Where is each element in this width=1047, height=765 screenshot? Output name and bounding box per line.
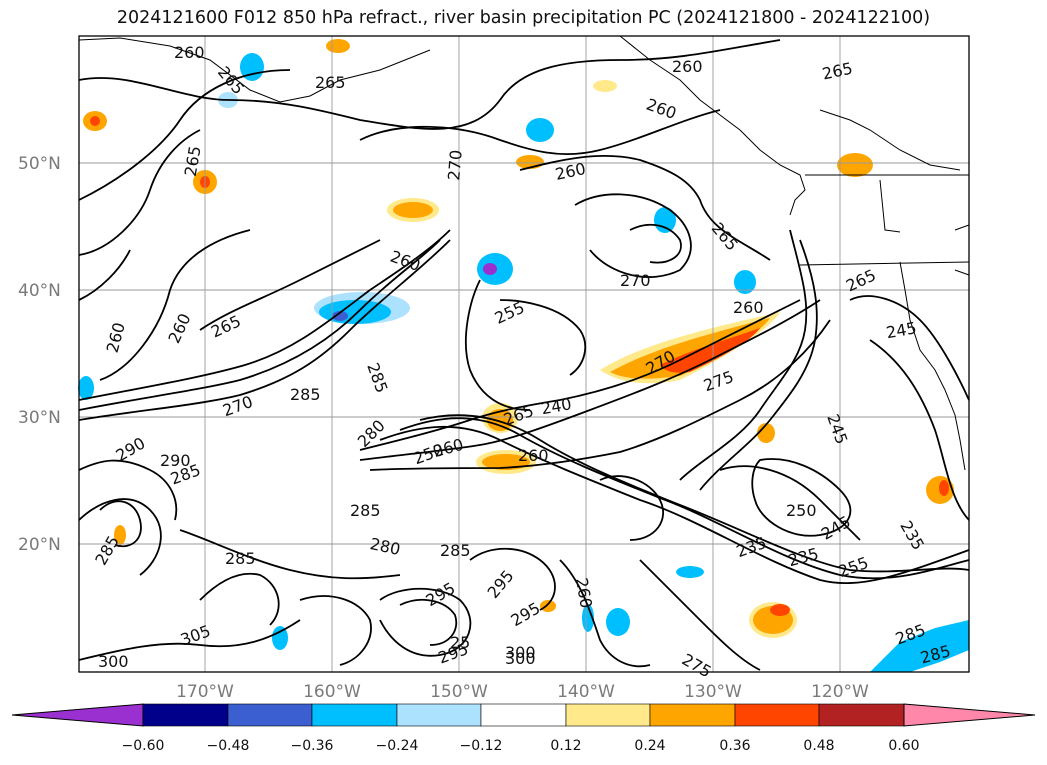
contour-label: 260	[174, 43, 205, 62]
shade-patch	[332, 311, 348, 321]
contour-label: 25	[450, 633, 470, 652]
shade-patch	[837, 153, 873, 177]
lat-label-50n: 50°N	[18, 154, 61, 174]
contour-label: 300	[98, 652, 129, 671]
contour-label: 285	[225, 549, 256, 568]
colorbar-segment	[734, 703, 820, 727]
contour-label: 290	[160, 451, 191, 470]
lon-label-160w: 160°W	[303, 682, 361, 702]
lat-label-40n: 40°N	[18, 281, 61, 301]
shade-patch	[939, 480, 949, 496]
lon-label-130w: 130°W	[684, 682, 742, 702]
colorbar-segment	[311, 703, 398, 727]
contour-lines	[78, 39, 970, 671]
colorbar-segment	[142, 703, 229, 727]
shade-patch	[654, 207, 676, 233]
contour-label: 250	[786, 501, 817, 520]
map-background	[79, 36, 969, 672]
colorbar-segment	[649, 703, 736, 727]
contour-label: 260	[733, 298, 764, 317]
colorbar-segment	[227, 703, 313, 727]
shade-patch	[526, 118, 554, 142]
contour-label: 260	[518, 446, 549, 465]
shade-patch	[240, 53, 264, 81]
map-title: 2024121600 F012 850 hPa refract., river …	[116, 8, 931, 28]
colorbar-tick-label: −0.12	[460, 738, 503, 754]
contour-label: 270	[620, 271, 651, 290]
shade-patch	[90, 116, 100, 126]
colorbar: −0.60 −0.48 −0.36 −0.24 −0.12 0.12 0.24 …	[11, 703, 1036, 754]
shade-patch	[676, 566, 704, 578]
colorbar-segment	[818, 703, 905, 727]
contour-label: 285	[290, 385, 321, 404]
lon-label-120w: 120°W	[811, 682, 869, 702]
colorbar-extend-left	[11, 703, 144, 727]
graticule	[79, 36, 969, 672]
shade-patch	[114, 525, 126, 545]
shade-patch	[870, 620, 969, 672]
colorbar-tick-label: 0.12	[550, 738, 581, 754]
shade-patch	[734, 270, 756, 294]
shade-patch	[757, 423, 775, 443]
contour-label: 285	[350, 501, 381, 520]
colorbar-tick-label: −0.48	[207, 738, 250, 754]
colorbar-tick-label: 0.60	[888, 738, 919, 754]
coastlines	[78, 35, 970, 471]
shade-patch	[660, 328, 760, 373]
map-frame	[78, 35, 970, 673]
contour-label: 285	[440, 541, 471, 560]
colorbar-tick-label: 0.48	[803, 738, 834, 754]
shade-patch	[540, 600, 556, 612]
colorbar-segment	[396, 703, 482, 727]
shade-patch	[483, 263, 497, 275]
colorbar-segment	[480, 703, 567, 727]
shade-patch	[582, 604, 594, 632]
shade-patch	[593, 80, 617, 92]
contour-label: 300	[505, 649, 536, 668]
lat-label-30n: 30°N	[18, 408, 61, 428]
lon-label-170w: 170°W	[176, 682, 234, 702]
lon-label-150w: 150°W	[430, 682, 488, 702]
colorbar-tick-label: 0.24	[634, 738, 665, 754]
shade-patch	[610, 318, 770, 379]
colorbar-segment	[565, 703, 651, 727]
contour-label: 260	[672, 57, 703, 76]
lon-label-140w: 140°W	[557, 682, 615, 702]
shade-patch	[393, 202, 433, 218]
shade-patch	[326, 39, 350, 53]
contour-label: 265	[315, 73, 346, 92]
shade-patch	[272, 626, 288, 650]
colorbar-tick-label: 0.36	[719, 738, 750, 754]
contour-label: 270	[444, 149, 466, 181]
colorbar-tick-label: −0.60	[122, 738, 165, 754]
lat-label-20n: 20°N	[18, 535, 61, 555]
colorbar-tick-label: −0.36	[291, 738, 334, 754]
contour-label: 300	[505, 643, 536, 662]
colorbar-extend-right	[903, 703, 1036, 727]
shade-patch	[487, 409, 513, 431]
shade-patch	[78, 376, 94, 400]
shade-patch	[770, 604, 790, 616]
shade-patch	[606, 608, 630, 636]
colorbar-tick-label: −0.24	[376, 738, 419, 754]
